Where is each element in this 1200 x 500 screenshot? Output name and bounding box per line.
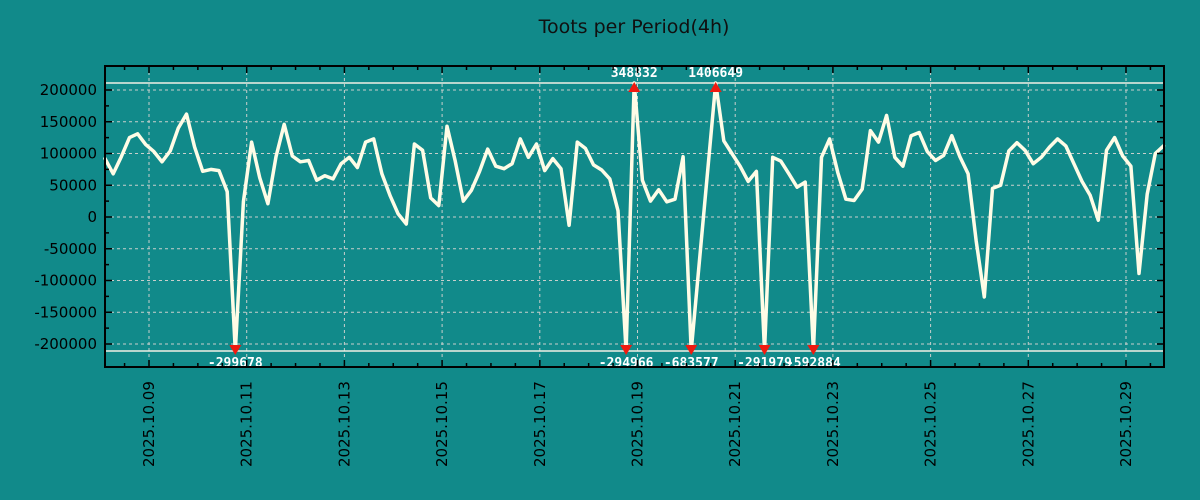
x-tick-label: 2025.10.15 bbox=[433, 381, 451, 467]
x-tick-label: 2025.10.11 bbox=[238, 381, 256, 467]
chart-title: Toots per Period(4h) bbox=[538, 16, 730, 38]
tick-layer bbox=[105, 66, 1164, 367]
x-tick-label: 2025.10.21 bbox=[726, 381, 744, 467]
y-tick-label: 0 bbox=[87, 208, 97, 226]
y-tick-label: -50000 bbox=[44, 240, 97, 258]
x-axis-labels: 2025.10.09 2025.10.11 2025.10.13 2025.10.15… bbox=[140, 381, 1135, 467]
y-axis-labels: 200000 150000 100000 50000 0 -50000 -100000 -15… bbox=[34, 81, 97, 353]
annotation-value-label: -294966 bbox=[599, 356, 654, 371]
marker-layer bbox=[229, 82, 820, 355]
extreme-marker-down-icon bbox=[807, 344, 820, 355]
x-tick-label: 2025.10.27 bbox=[1019, 381, 1037, 467]
x-tick-label: 2025.10.25 bbox=[922, 381, 940, 467]
extreme-marker-down-icon bbox=[758, 344, 771, 355]
x-tick-label: 2025.10.23 bbox=[824, 381, 842, 467]
y-tick-label: 200000 bbox=[40, 81, 97, 99]
y-tick-label: 50000 bbox=[49, 176, 97, 194]
annotation-value-label: 1406649 bbox=[688, 66, 743, 81]
x-tick-label: 2025.10.19 bbox=[629, 381, 647, 467]
extreme-marker-up-icon bbox=[628, 82, 641, 93]
extreme-marker-up-icon bbox=[709, 82, 722, 93]
x-tick-label: 2025.10.17 bbox=[531, 381, 549, 467]
annotation-value-label: -299678 bbox=[208, 356, 263, 371]
y-tick-label: 100000 bbox=[40, 145, 97, 163]
annotation-value-label: 348832 bbox=[611, 66, 658, 81]
y-tick-label: -100000 bbox=[34, 272, 97, 290]
x-tick-label: 2025.10.13 bbox=[335, 381, 353, 467]
x-tick-label: 2025.10.29 bbox=[1117, 381, 1135, 467]
y-tick-label: -200000 bbox=[34, 335, 97, 353]
extreme-marker-down-icon bbox=[229, 344, 242, 355]
y-tick-label: 150000 bbox=[40, 113, 97, 131]
x-tick-label: 2025.10.09 bbox=[140, 381, 158, 467]
y-tick-label: -150000 bbox=[34, 303, 97, 321]
extreme-marker-down-icon bbox=[685, 344, 698, 355]
extreme-marker-down-icon bbox=[620, 344, 633, 355]
